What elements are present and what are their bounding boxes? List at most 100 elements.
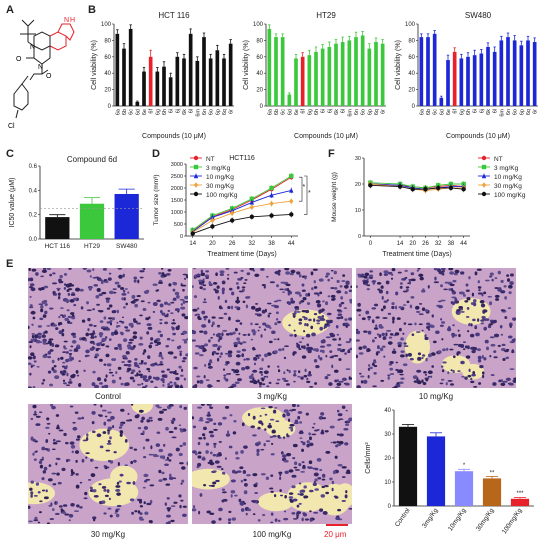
x-tick-label: 6c xyxy=(281,109,287,115)
cell-nucleus xyxy=(288,492,294,495)
cell-nucleus xyxy=(344,322,349,327)
cell-nucleus xyxy=(89,275,92,278)
cell-nucleus xyxy=(54,512,60,515)
cell-nucleus xyxy=(439,382,444,385)
cell-nucleus xyxy=(330,287,335,289)
cell-nucleus xyxy=(338,418,344,420)
cell-nucleus xyxy=(343,428,349,431)
cell-nucleus xyxy=(226,277,230,280)
cell-nucleus xyxy=(40,287,45,291)
cell-nucleus xyxy=(72,421,76,424)
cell-nucleus xyxy=(93,325,97,327)
cell-nucleus xyxy=(301,461,305,464)
cell-nucleus xyxy=(305,412,309,416)
cell-nucleus xyxy=(324,323,329,326)
atom-label-n1: N xyxy=(30,44,35,51)
cell-nucleus xyxy=(41,300,47,304)
cell-nucleus xyxy=(335,324,339,329)
cell-nucleus xyxy=(170,505,176,508)
cell-nucleus xyxy=(235,319,241,323)
cell-nucleus xyxy=(108,304,113,308)
cell-nucleus xyxy=(96,288,101,292)
cell-nucleus xyxy=(69,378,72,382)
y-tick-label: 100 xyxy=(101,22,112,28)
cell-nucleus xyxy=(507,335,513,339)
cell-nucleus xyxy=(173,426,178,430)
cell-nucleus xyxy=(49,517,55,521)
cell-nucleus xyxy=(509,325,512,328)
cell-nucleus xyxy=(48,478,53,482)
cell-nucleus xyxy=(30,494,33,498)
cell-nucleus xyxy=(294,291,300,295)
cell-nucleus xyxy=(491,278,494,282)
cell-nucleus xyxy=(269,281,275,284)
cell-nucleus xyxy=(205,442,210,446)
cell-nucleus xyxy=(69,441,75,445)
cell-nucleus xyxy=(235,457,240,460)
cell-nucleus xyxy=(111,374,115,377)
cell-nucleus xyxy=(169,473,172,478)
chart-title: HCT116 xyxy=(229,155,255,162)
cell-nucleus xyxy=(449,283,455,287)
significance-label: * xyxy=(303,184,306,191)
cell-nucleus xyxy=(345,281,350,286)
cell-nucleus xyxy=(313,472,319,477)
micrograph-control xyxy=(28,268,188,388)
cell-nucleus xyxy=(158,448,164,453)
cell-nucleus xyxy=(237,278,243,281)
cell-nucleus xyxy=(418,323,423,326)
x-tick-label: 6f xyxy=(301,109,307,114)
cell-nucleus xyxy=(282,291,286,293)
cell-nucleus xyxy=(114,346,119,350)
cell-nucleus xyxy=(319,349,323,353)
cell-nucleus xyxy=(87,328,90,332)
cell-nucleus xyxy=(30,417,34,420)
bar xyxy=(162,66,166,106)
cell-nucleus xyxy=(217,339,221,343)
cell-nucleus xyxy=(182,442,187,446)
cell-nucleus xyxy=(224,405,230,409)
cell-nucleus xyxy=(160,378,165,382)
cell-nucleus xyxy=(140,359,144,364)
cell-nucleus xyxy=(292,352,295,356)
x-tick-label: 6g xyxy=(307,109,313,115)
cell-nucleus xyxy=(490,374,495,376)
cell-nucleus xyxy=(309,489,314,493)
cell-nucleus xyxy=(125,382,130,387)
cell-nucleus xyxy=(192,385,197,388)
cell-nucleus xyxy=(101,291,107,295)
cell-nucleus xyxy=(263,375,267,378)
cell-nucleus xyxy=(230,490,236,494)
cell-nucleus xyxy=(119,473,124,477)
cell-nucleus xyxy=(465,355,471,359)
cell-nucleus xyxy=(235,361,241,366)
cell-nucleus xyxy=(444,281,450,284)
cell-nucleus xyxy=(180,499,184,502)
cell-nucleus xyxy=(164,321,169,325)
cell-nucleus xyxy=(168,404,174,407)
cell-nucleus xyxy=(246,508,252,512)
cell-nucleus xyxy=(115,371,118,375)
cell-nucleus xyxy=(306,323,309,327)
cell-nucleus xyxy=(483,326,487,331)
cell-nucleus xyxy=(257,307,262,312)
cell-nucleus xyxy=(379,272,382,277)
cell-nucleus xyxy=(159,455,164,459)
cell-nucleus xyxy=(326,312,332,316)
cell-nucleus xyxy=(286,412,291,417)
bar xyxy=(472,55,477,106)
cell-nucleus xyxy=(105,328,111,331)
cell-nucleus xyxy=(479,365,484,369)
cell-nucleus xyxy=(32,404,37,409)
bar xyxy=(128,28,133,107)
cell-nucleus xyxy=(170,419,175,422)
cell-nucleus xyxy=(146,502,152,506)
cell-nucleus xyxy=(460,271,465,275)
cell-nucleus xyxy=(270,490,274,493)
cell-nucleus xyxy=(331,480,335,485)
cell-nucleus xyxy=(161,374,166,378)
bar xyxy=(202,37,206,106)
cell-nucleus xyxy=(376,333,380,336)
